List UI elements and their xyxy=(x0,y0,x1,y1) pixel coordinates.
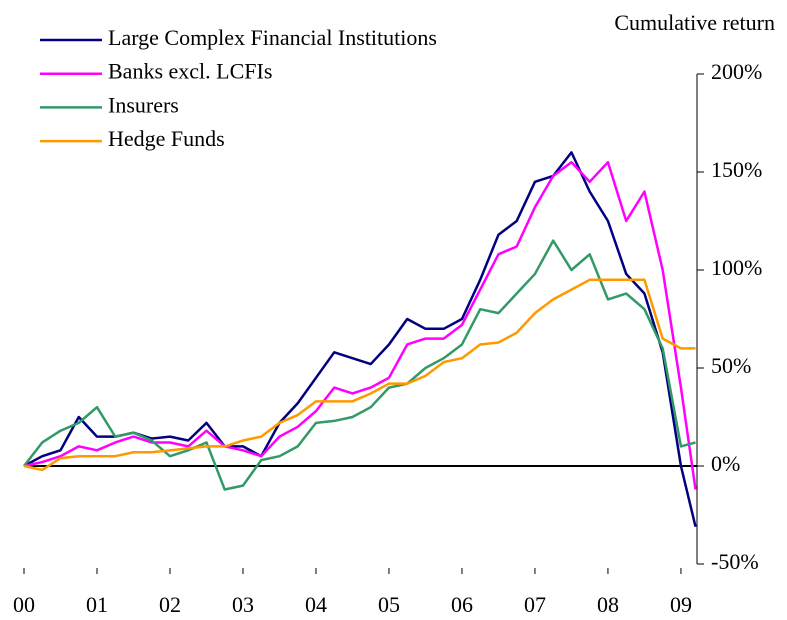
x-tick-label: 05 xyxy=(378,592,400,617)
series-line xyxy=(23,239,696,491)
x-tick-label: 00 xyxy=(13,592,35,617)
x-tick-label: 03 xyxy=(232,592,254,617)
x-tick-label: 01 xyxy=(86,592,108,617)
x-tick-label: 09 xyxy=(670,592,692,617)
series-line xyxy=(23,160,697,490)
x-tick-label: 06 xyxy=(451,592,473,617)
series-line xyxy=(23,278,696,472)
x-tick-label: 04 xyxy=(305,592,327,617)
legend-label: Insurers xyxy=(108,92,179,117)
series-line xyxy=(23,151,697,528)
y-tick-label: 200% xyxy=(711,59,762,84)
y-axis-label: Cumulative return xyxy=(614,10,775,35)
legend-label: Hedge Funds xyxy=(108,126,225,151)
y-tick-label: 150% xyxy=(711,157,762,182)
y-tick-label: 50% xyxy=(711,353,751,378)
x-tick-label: 07 xyxy=(524,592,546,617)
y-tick-label: -50% xyxy=(711,549,759,574)
legend-label: Large Complex Financial Institutions xyxy=(108,25,437,50)
y-tick-label: 0% xyxy=(711,451,740,476)
x-tick-label: 02 xyxy=(159,592,181,617)
legend-label: Banks excl. LCFIs xyxy=(108,59,272,84)
x-tick-label: 08 xyxy=(597,592,619,617)
y-tick-label: 100% xyxy=(711,255,762,280)
